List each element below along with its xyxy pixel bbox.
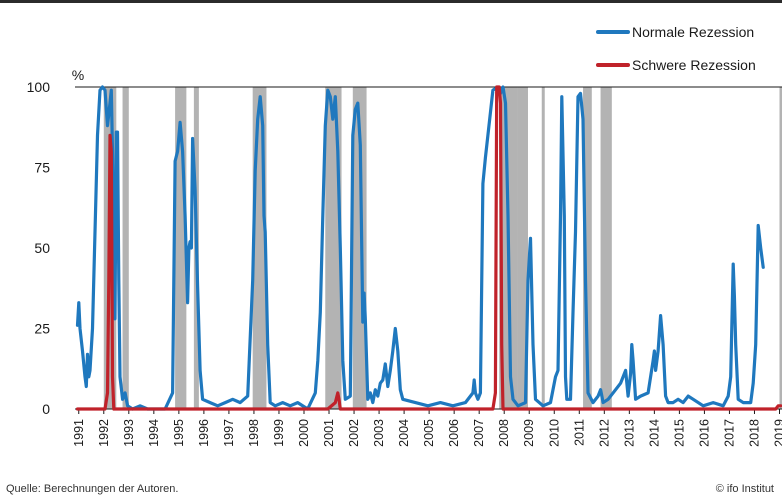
recession-shade <box>583 87 592 409</box>
x-tick-label: 1993 <box>122 419 136 447</box>
x-tick-label: 1991 <box>72 419 86 447</box>
x-tick-label: 1998 <box>247 419 261 447</box>
legend-swatch-schwere <box>596 63 630 67</box>
recession-shade <box>352 87 367 409</box>
source-note: Quelle: Berechnungen der Autoren. <box>6 483 179 495</box>
shaded-periods <box>103 87 782 409</box>
x-tick-label: 2009 <box>522 419 536 447</box>
x-tick-label: 2002 <box>347 419 361 447</box>
top-rule <box>0 0 782 3</box>
unit-label: % <box>72 67 84 83</box>
series-lines <box>75 85 782 411</box>
y-tick-label: 50 <box>34 240 50 256</box>
recession-shade <box>541 87 545 409</box>
x-tick-label: 1992 <box>97 419 111 447</box>
x-tick-label: 2019 <box>772 419 782 447</box>
x-tick-label: 2016 <box>697 419 711 447</box>
x-tick-label: 2010 <box>547 419 561 447</box>
x-tick-label: 2017 <box>722 419 736 447</box>
x-tick-label: 2001 <box>322 419 336 447</box>
y-axis-ticks: 0 25 50 75 100 <box>27 79 51 417</box>
copyright-note: © ifo Institut <box>715 483 774 495</box>
series-line-normale <box>75 85 765 411</box>
x-tick-label: 2006 <box>447 419 461 447</box>
x-tick-label: 2013 <box>622 419 636 447</box>
legend-schwere: Schwere Rezession <box>596 55 756 75</box>
x-tick-label: 2000 <box>297 419 311 447</box>
x-tick-label: 2007 <box>472 419 486 447</box>
x-tick-label: 2004 <box>397 419 411 447</box>
y-tick-label: 0 <box>42 401 50 417</box>
x-tick-label: 1999 <box>272 419 286 447</box>
legend-swatch-normale <box>596 30 630 34</box>
recession-shade <box>175 87 187 409</box>
y-tick-label: 25 <box>34 321 50 337</box>
recession-shade <box>517 87 528 409</box>
x-tick-label: 2012 <box>597 419 611 447</box>
x-tick-label: 2015 <box>672 419 686 447</box>
recession-shade <box>122 87 129 409</box>
legend-label-normale: Normale Rezession <box>632 24 755 40</box>
x-tick-label: 1996 <box>197 419 211 447</box>
x-tick-label: 1997 <box>222 419 236 447</box>
y-tick-label: 75 <box>34 160 50 176</box>
series-line-schwere <box>75 85 782 411</box>
x-tick-label: 1995 <box>172 419 186 447</box>
recession-shade <box>779 87 782 409</box>
x-tick-label: 2003 <box>372 419 386 447</box>
recession-shade <box>600 87 612 409</box>
x-tick-label: 2008 <box>497 419 511 447</box>
y-tick-label: 100 <box>27 79 51 95</box>
x-tick-label: 2014 <box>647 419 661 447</box>
x-axis-ticks: 1991 1992 1993 1994 1995 1996 1997 1998 1999 2000… <box>72 409 782 447</box>
legend-label-schwere: Schwere Rezession <box>632 57 756 73</box>
x-tick-label: 2018 <box>747 419 761 447</box>
x-tick-label: 1994 <box>147 419 161 447</box>
x-tick-label: 2005 <box>422 419 436 447</box>
legend-normale: Normale Rezession <box>596 22 754 42</box>
x-tick-label: 2011 <box>572 419 586 446</box>
